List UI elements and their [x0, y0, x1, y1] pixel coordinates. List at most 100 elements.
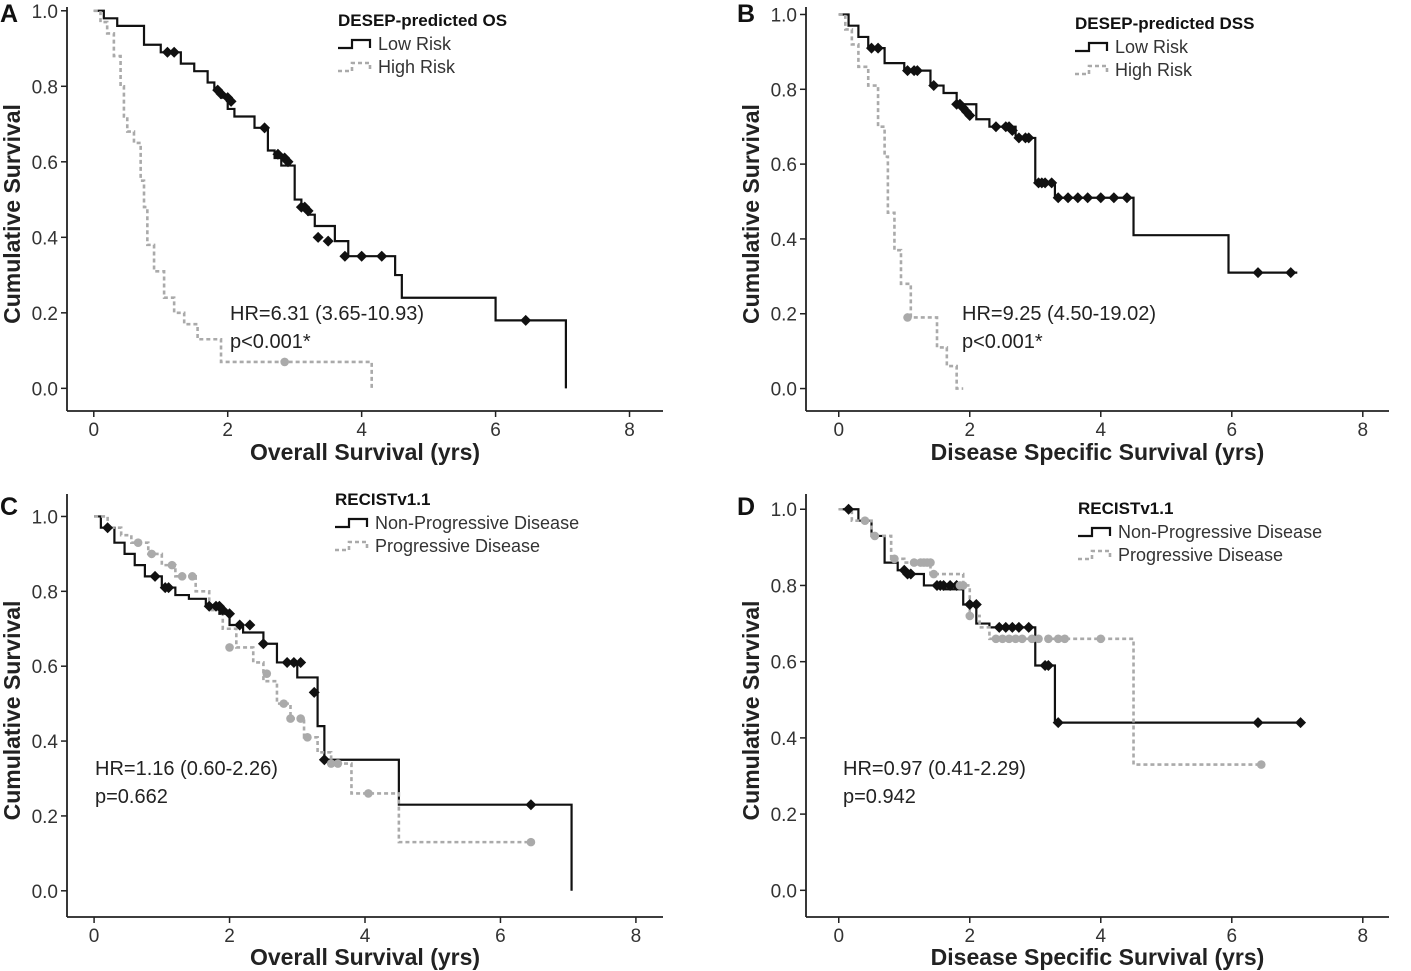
legend-swatch-solid	[1078, 526, 1112, 538]
y-tick-label: 0.0	[32, 379, 58, 400]
legend-swatch-dashed	[338, 61, 372, 73]
km-curve-high-risk	[838, 13, 964, 390]
censor-mark-circle	[890, 554, 899, 564]
x-tick-label: 6	[495, 926, 506, 947]
km-curve-high-risk	[93, 9, 373, 389]
hazard-ratio-text: HR=9.25 (4.50-19.02)	[962, 303, 1156, 325]
p-value-text: p<0.001*	[962, 331, 1043, 353]
censor-mark-diamond	[288, 656, 300, 668]
censor-mark-diamond	[295, 656, 307, 668]
censor-mark-circle	[280, 357, 289, 367]
x-axis-label: Disease Specific Survival (yrs)	[931, 439, 1265, 465]
censor-mark-diamond	[872, 42, 884, 54]
y-tick-label: 0.2	[32, 807, 58, 828]
censor-mark-diamond	[1052, 717, 1064, 729]
y-tick-label: 0.0	[771, 881, 797, 902]
censor-mark-diamond	[1006, 124, 1018, 136]
panel-d: D 0 2 4 6 8 0.0 0.2 0.4 0.6 0.8 1.0 Disease Specific…	[737, 493, 1389, 970]
censor-mark-circle	[1060, 634, 1070, 644]
censor-mark-circle	[326, 759, 336, 768]
legend-item: Non-Progressive Disease	[1118, 522, 1322, 542]
censor-mark-diamond	[312, 231, 324, 243]
censor-mark-diamond	[168, 46, 180, 58]
censor-mark-circle	[1044, 634, 1053, 644]
x-tick-label: 2	[964, 420, 975, 441]
censor-mark-circle	[225, 643, 234, 652]
censor-mark-diamond	[964, 599, 976, 611]
p-value-text: p=0.942	[843, 786, 916, 808]
x-tick-label: 8	[1358, 420, 1369, 441]
censor-mark-diamond	[1082, 192, 1094, 204]
legend-item: High Risk	[378, 57, 456, 77]
censor-mark-diamond	[1006, 621, 1018, 633]
x-tick-label: 2	[224, 926, 235, 947]
censor-mark-diamond	[843, 503, 855, 515]
y-tick-label: 0.6	[771, 155, 797, 176]
x-tick-label: 4	[356, 420, 367, 441]
y-tick-label: 0.0	[771, 380, 797, 401]
panel-a: A 0 2 4 6 8 0.0 0.2 0.4 0.6 0.8 1.0 Overall Survival…	[0, 0, 663, 465]
censor-mark-diamond	[339, 250, 351, 262]
censor-mark-circle	[526, 837, 536, 847]
censor-mark-diamond	[1121, 192, 1133, 204]
km-curve-low-risk	[838, 13, 1298, 274]
censor-mark-circle	[1011, 634, 1020, 644]
censor-mark-diamond	[905, 568, 917, 580]
legend-item: Non-Progressive Disease	[375, 513, 579, 533]
x-tick-label: 8	[1358, 926, 1369, 947]
censor-mark-circle	[1256, 760, 1266, 769]
censor-mark-diamond	[102, 522, 114, 534]
censor-mark-diamond	[866, 42, 878, 54]
censor-mark-diamond	[322, 235, 334, 247]
x-tick-label: 4	[360, 926, 371, 947]
x-tick-label: 6	[1226, 926, 1237, 947]
y-axis-label: Cumulative Survival	[0, 104, 25, 324]
censor-mark-circle	[1053, 634, 1063, 644]
censor-mark-diamond	[203, 600, 215, 612]
legend-item: High Risk	[1115, 60, 1193, 80]
y-tick-label: 0.2	[771, 805, 797, 826]
y-tick-label: 1.0	[771, 500, 797, 521]
legend-title: DESEP-predicted OS	[338, 11, 507, 30]
censor-mark-circle	[870, 531, 880, 541]
censor-mark-circle	[903, 313, 912, 322]
censor-mark-diamond	[282, 156, 294, 168]
censor-mark-circle	[147, 549, 156, 559]
censor-mark-circle	[333, 759, 343, 768]
censor-mark-circle	[1017, 634, 1027, 644]
censor-mark-diamond	[520, 314, 532, 326]
panel-label: A	[0, 0, 18, 28]
hazard-ratio-text: HR=1.16 (0.60-2.26)	[95, 758, 278, 780]
panel-label: C	[0, 493, 18, 521]
y-tick-label: 0.4	[32, 228, 59, 249]
legend-swatch-dashed	[335, 540, 369, 552]
panel-b: B 0 2 4 6 8 0.0 0.2 0.4 0.6 0.8 1.0 Disease Specific…	[737, 0, 1389, 465]
y-tick-label: 1.0	[771, 5, 797, 26]
censor-mark-circle	[929, 569, 939, 579]
censor-mark-diamond	[1072, 192, 1084, 204]
y-tick-label: 0.6	[32, 657, 58, 678]
legend-item: Progressive Disease	[1118, 545, 1283, 565]
km-curve-non-progressive-disease	[94, 515, 573, 891]
censor-mark-circle	[860, 516, 870, 525]
x-axis-label: Disease Specific Survival (yrs)	[931, 944, 1265, 970]
censor-mark-diamond	[1252, 717, 1264, 729]
y-tick-label: 0.0	[32, 882, 58, 903]
censor-mark-diamond	[1023, 621, 1035, 633]
censor-mark-diamond	[1039, 177, 1051, 189]
censor-mark-diamond	[1013, 132, 1025, 144]
censor-mark-diamond	[1252, 267, 1264, 279]
censor-mark-circle	[177, 572, 187, 581]
panel-label: D	[737, 493, 755, 521]
censor-mark-circle	[1004, 634, 1014, 644]
censor-mark-diamond	[281, 656, 293, 668]
y-tick-label: 0.4	[32, 732, 59, 753]
km-curve-low-risk	[93, 9, 567, 389]
legend-title: RECISTv1.1	[1078, 499, 1173, 518]
y-axis-label: Cumulative Survival	[738, 601, 764, 821]
censor-mark-diamond	[993, 621, 1005, 633]
legend-item: Low Risk	[1115, 37, 1189, 57]
censor-mark-diamond	[1013, 621, 1025, 633]
censor-mark-diamond	[1000, 621, 1012, 633]
x-axis-label: Overall Survival (yrs)	[250, 439, 480, 465]
